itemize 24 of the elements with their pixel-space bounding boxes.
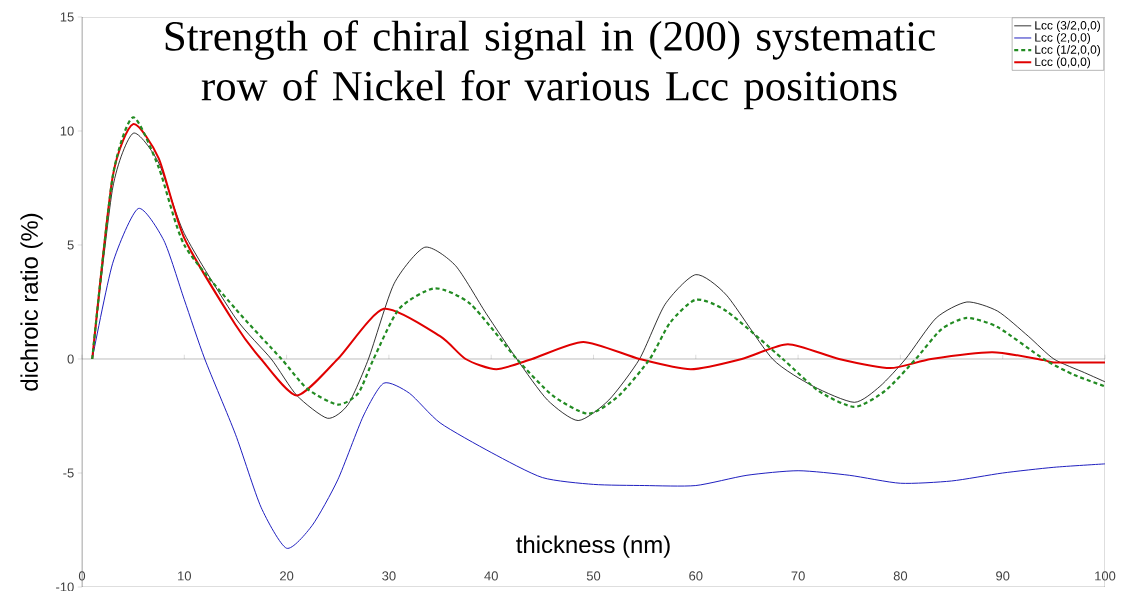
x-tick-label: 80 — [893, 571, 908, 581]
x-tick-label: 30 — [382, 571, 396, 581]
x-tick-label: 60 — [689, 571, 703, 581]
x-tick-label: 20 — [280, 571, 294, 581]
y-tick-label: 0 — [67, 354, 74, 364]
y-tick-label: 10 — [60, 126, 74, 136]
legend-label: Lcc (1/2,0,0) — [1035, 45, 1101, 57]
x-tick-label: 50 — [586, 571, 601, 581]
y-tick-label: -5 — [63, 468, 74, 478]
x-axis-title: thickness (nm) — [516, 535, 670, 558]
text: Strength of chiral signal in (200) systematic row of Nickel for various Lcc positions — [165, 20, 935, 110]
x-tick-label: 90 — [996, 571, 1010, 581]
y-tick-label: -10 — [56, 582, 74, 591]
legend-label: Lcc (2,0,0) — [1035, 32, 1091, 45]
legend-label: Lcc (0,0,0) — [1035, 57, 1091, 69]
x-tick-label: 10 — [178, 571, 191, 581]
x-tick-label: 70 — [791, 571, 805, 581]
y-axis-title: dichroic ratio (%) — [20, 213, 43, 391]
x-tick-label: 40 — [484, 571, 498, 581]
y-tick-label: 15 — [60, 12, 74, 22]
y-tick-label: 5 — [67, 240, 74, 250]
x-tick-label: 100 — [1095, 571, 1116, 581]
legend-label: Lcc (3/2,0,0) — [1035, 20, 1101, 32]
x-tick-label: 0 — [78, 571, 86, 581]
